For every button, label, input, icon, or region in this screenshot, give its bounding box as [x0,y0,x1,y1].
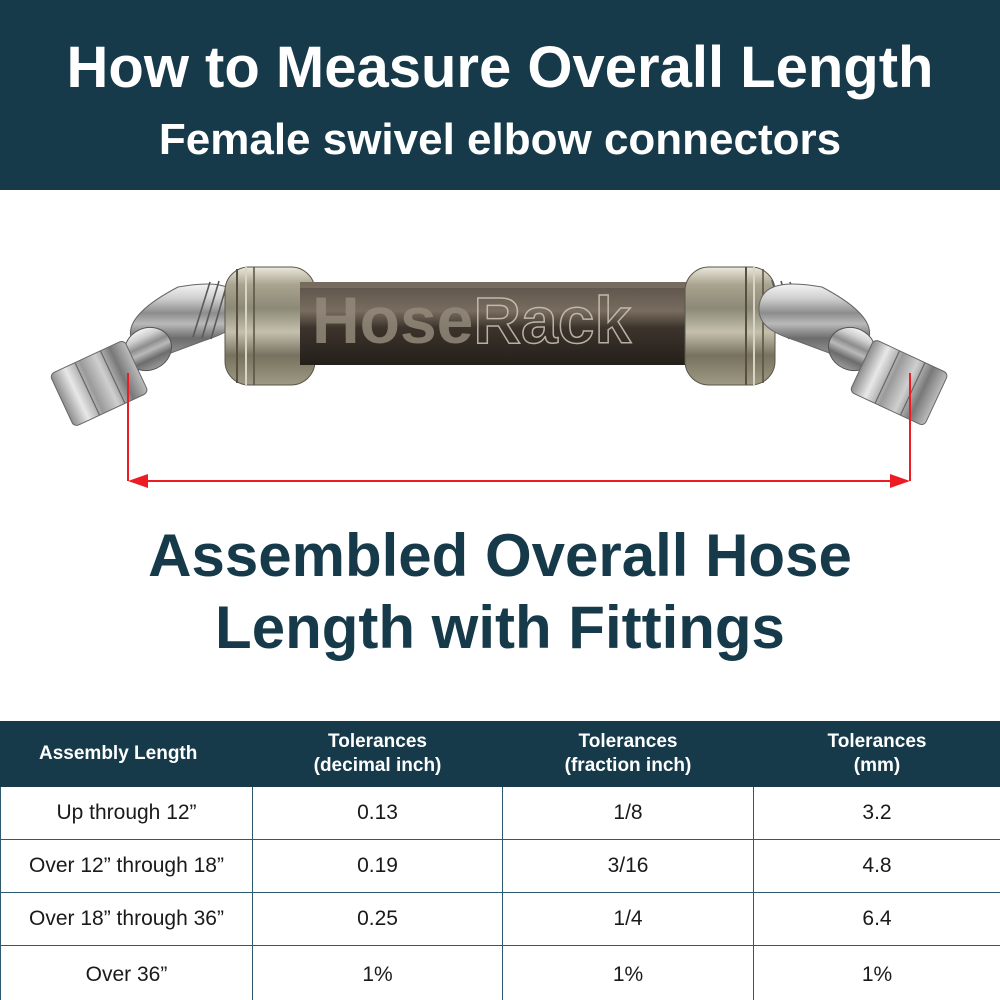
svg-text:HoseRack: HoseRack [312,283,631,357]
